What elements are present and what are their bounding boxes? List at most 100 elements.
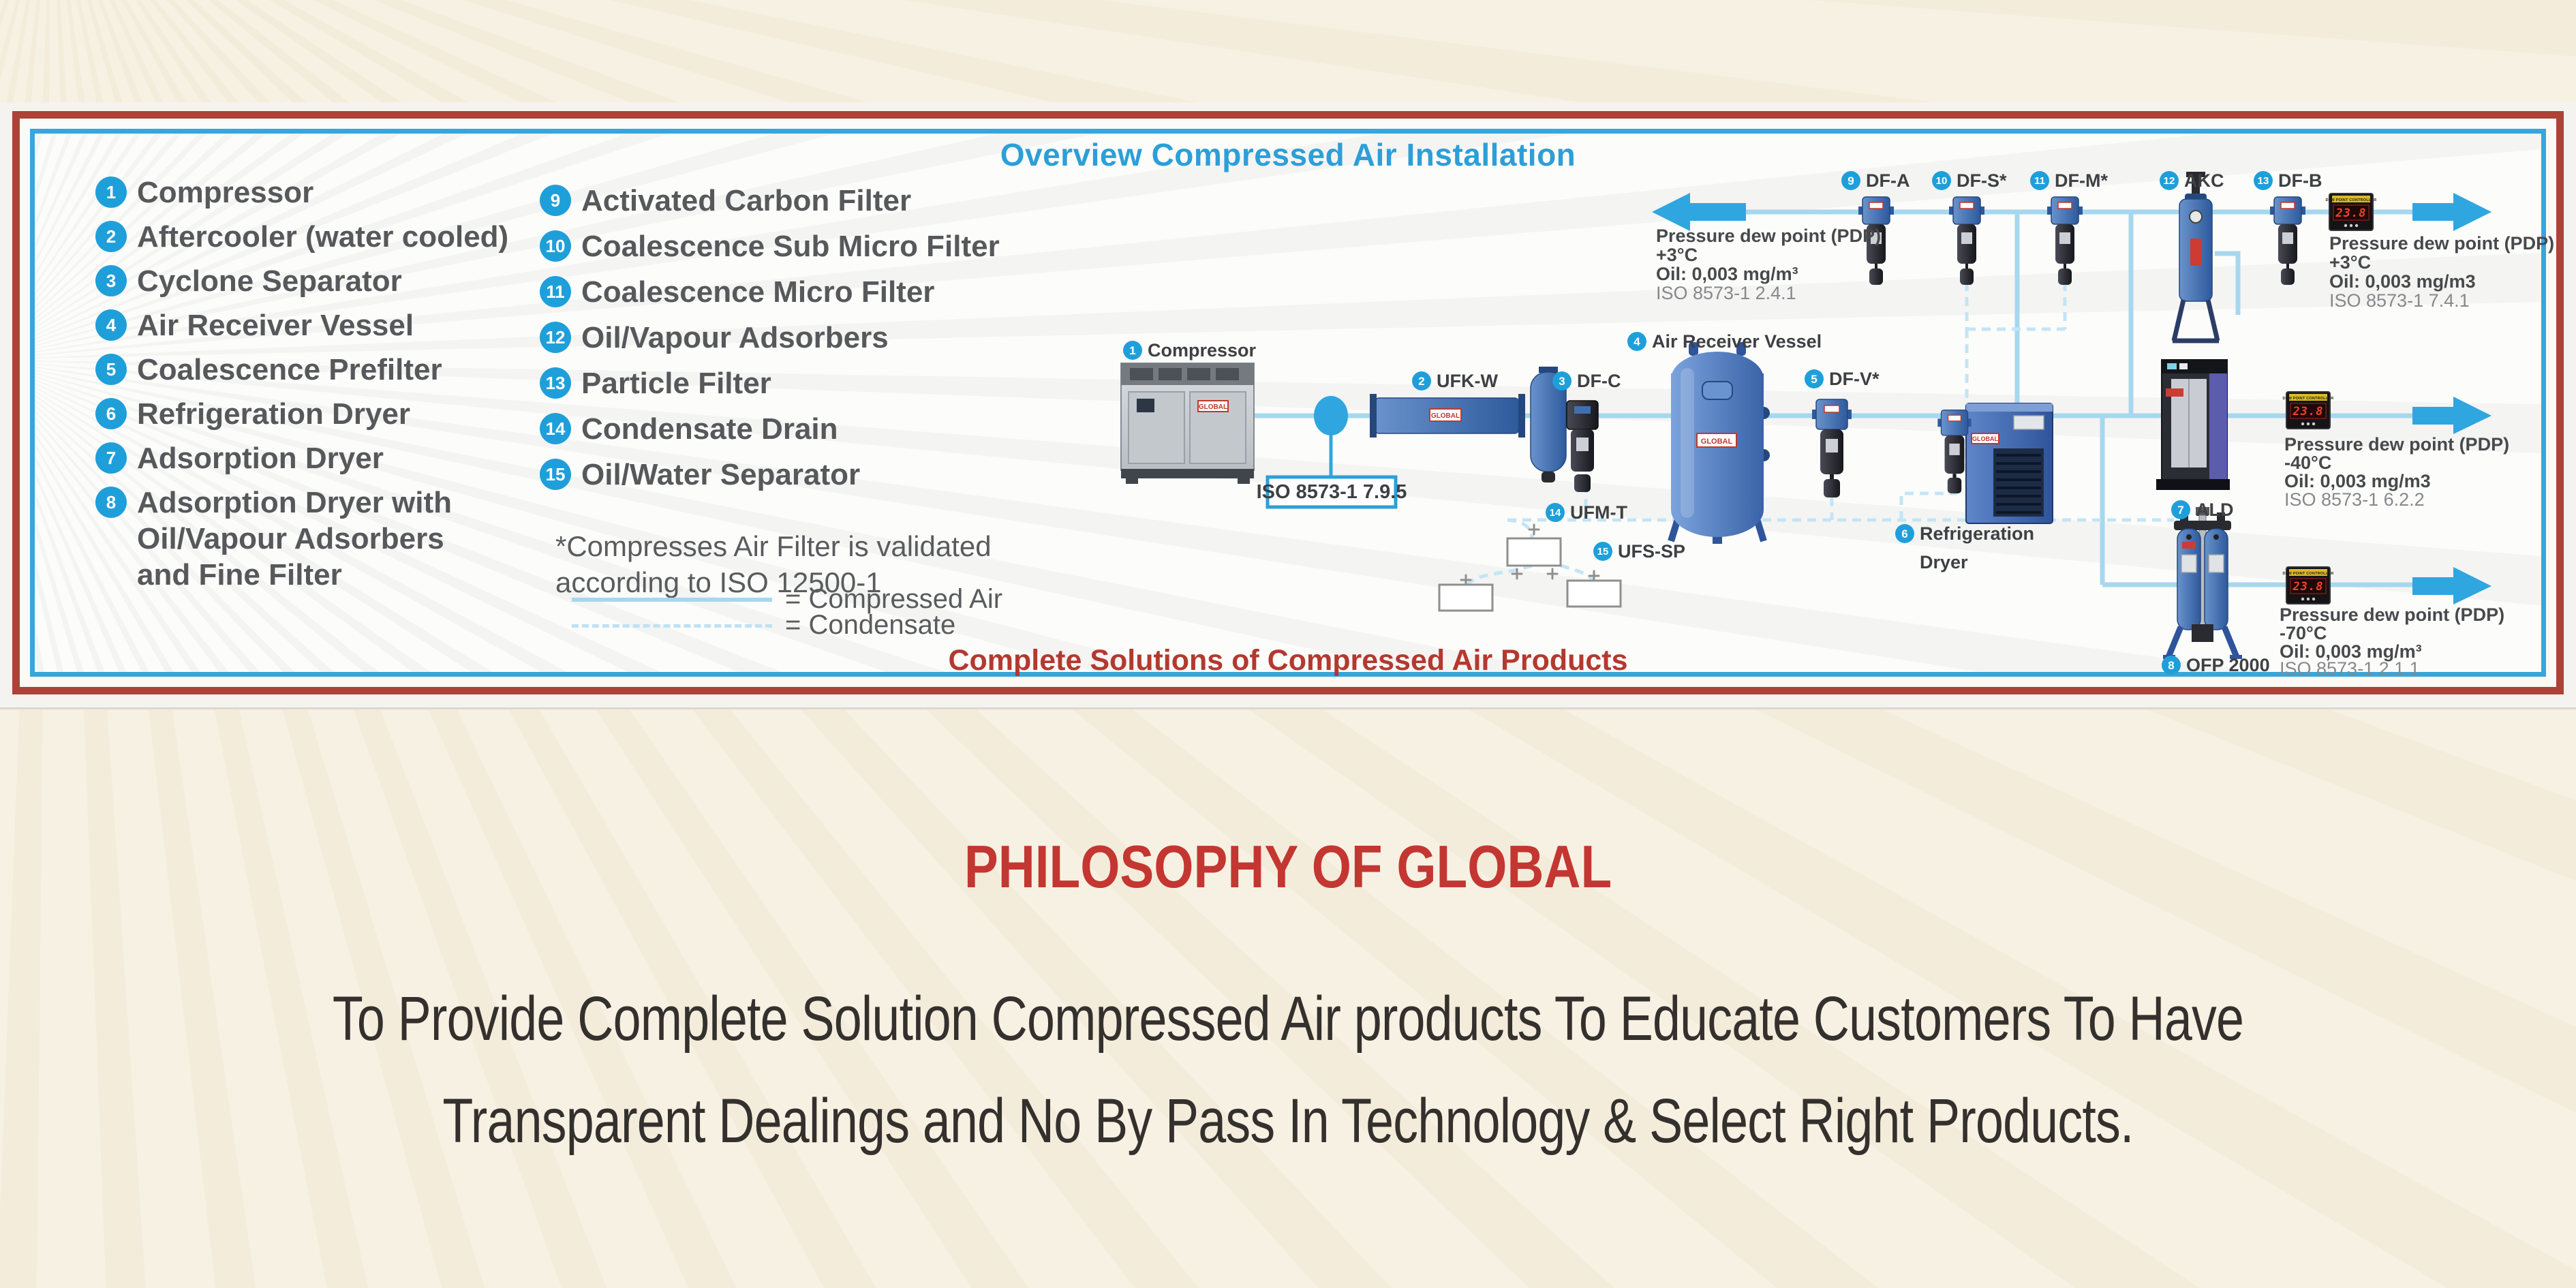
legend-item-label: Coalescence Sub Micro Filter [581,230,1000,263]
controller-title: DEW POINT CONTROLLER [2326,198,2377,202]
legend-number-badge: 1 [95,177,127,208]
legend-item-label: Aftercooler (water cooled) [137,220,509,254]
legend-item-label: Adsorption Dryer with Oil/Vapour Adsorbe… [137,486,453,592]
equipment-name: UFK-W [1437,371,1498,391]
dew-point-controller-top: DEW POINT CONTROLLER 23.8 [2326,193,2377,231]
pdp-line: -70°C [2280,623,2327,643]
controller-readout: 23.8 [2293,405,2324,418]
legend-number-badge: 7 [95,442,127,474]
aftercooler-ufkw: GLOBAL [1370,367,1567,482]
flow-diagram: ISO 8573-1 7.9.5 GLOBAL GLOBAL [1120,170,2554,679]
flow-arrow-left-icon [1652,193,1746,231]
legend-number-badge: 14 [540,413,571,444]
legend-number-badge: 11 [540,276,571,307]
equipment-name: Dryer [1920,552,1968,572]
legend-item-label: Activated Carbon Filter [581,184,912,217]
page-title: Overview Compressed Air Installation [1000,137,1576,172]
ufmt-box [1506,537,1562,567]
legend-number-badge: 3 [95,265,127,296]
refrigeration-dryer-unit: GLOBAL [1965,403,2053,524]
pdp-line: Oil: 0,003 mg/m3 [2329,271,2476,292]
label-akc: 12 AKC [2160,170,2224,191]
controller-readout: 23.8 [2335,206,2367,220]
label-ufkw: 2 UFK-W [1412,371,1498,391]
condensate-key-label: = Condensate [785,610,956,640]
badge-number: 12 [2164,175,2175,187]
twin-tower-dryer-ofp2000 [2163,507,2242,659]
badge-number: 14 [1550,507,1561,519]
drain-valve-icon [1511,568,1523,580]
legend-item-label: Cyclone Separator [137,264,402,298]
iso-tag: ISO 8573-1 7.9.5 [1257,475,1407,509]
label-ofp: 8 OFP 2000 [2162,655,2270,675]
legend-number-badge: 15 [540,459,571,490]
legend-item-8: 8 Adsorption Dryer with Oil/Vapour Adsor… [95,485,452,593]
pdp-line: +3°C [1656,245,1698,265]
drain-valve-icon [1588,570,1600,582]
legend-item-label: Refrigeration Dryer [137,397,411,431]
filter-dfs [1948,196,1985,286]
pdp-spec-top-left: Pressure dew point (PDP) +3°C Oil: 0,003… [1656,226,1881,303]
legend-item-label: Adsorption Dryer [137,442,384,475]
label-vessel: 4 Air Receiver Vessel [1627,331,1822,352]
legend-item-5: 5 Coalescence Prefilter [95,352,442,388]
legend-number-badge: 12 [540,322,571,353]
air-receiver-vessel: GLOBAL [1668,342,1770,544]
badge-number: 9 [1847,174,1854,187]
legend-item-15: 15 Oil/Water Separator [540,457,860,493]
band-divider-line [0,707,2576,709]
philosophy-heading: PHILOSOPHY OF GLOBAL [964,833,1612,900]
badge-number: 2 [1418,375,1424,388]
label-ald: 7 ALD [2171,500,2234,520]
compressed-air-key-line [572,598,772,602]
label-dfb: 13 DF-B [2254,170,2322,191]
compressed-air-key-label: = Compressed Air [785,584,1003,614]
equipment-name: OFP 2000 [2186,655,2270,675]
badge-number: 5 [1811,373,1817,386]
pdp-line: ISO 8573-1 7.4.1 [2329,290,2470,311]
adsorption-dryer-ald [2156,359,2230,490]
legend-item-13: 13 Particle Filter [540,365,771,401]
controller-title: DEW POINT CONTROLLER [2283,572,2334,576]
condensate-segment [1507,518,1534,539]
drain-valve-icon [1528,523,1540,536]
activated-carbon-column-akc [2171,172,2220,343]
dew-point-controller-bottom: DEW POINT CONTROLLER 23.8 [2283,566,2334,604]
panel-footer-slogan: Complete Solutions of Compressed Air Pro… [948,644,1628,677]
legend-item-label: Air Receiver Vessel [137,309,414,342]
equipment-name: Air Receiver Vessel [1652,331,1822,352]
flow-arrow-right-mid-icon [2412,397,2491,434]
legend-number-badge: 6 [95,398,127,429]
legend-item-label: Oil/Water Separator [581,458,861,491]
legend-item-6: 6 Refrigeration Dryer [95,396,410,432]
pdp-line: ISO 8573-1 2.1.1 [2280,658,2420,679]
badge-number: 15 [1597,546,1609,557]
equipment-name: DF-M* [2055,170,2108,191]
pdp-line: -40°C [2284,453,2331,473]
pdp-spec-mid-right: Pressure dew point (PDP) -40°C Oil: 0,00… [2284,434,2509,510]
controller-readout: 23.8 [2293,580,2324,594]
pdp-line: ISO 8573-1 6.2.2 [2284,489,2425,510]
badge-number: 10 [1936,175,1948,187]
pdp-line: +3°C [2329,252,2371,273]
legend-footnote: *Compresses Air Filter is validated acco… [555,530,992,598]
equipment-name: DF-C [1577,371,1621,391]
legend-item-label: Compressor [137,176,314,209]
legend-item-12: 12 Oil/Vapour Adsorbers [540,320,889,356]
dew-point-controller-mid: DEW POINT CONTROLLER 23.8 [2283,391,2333,429]
pdp-line: Oil: 0,003 mg/m³ [2280,641,2422,662]
brand-chip: GLOBAL [1431,412,1460,420]
pdp-line: Pressure dew point (PDP) [2280,604,2504,625]
label-ufmt: 14 UFM-T [1546,502,1627,523]
pdp-line: Oil: 0,003 mg/m³ [1656,264,1798,284]
legend-item-7: 7 Adsorption Dryer [95,440,384,476]
badge-number: 11 [2034,175,2045,187]
philosophy-paragraph: To Provide Complete Solution Compressed … [332,984,2244,1156]
brand-chip: GLOBAL [1701,438,1733,446]
badge-number: 3 [1559,375,1565,388]
pdp-spec-top-right: Pressure dew point (PDP) +3°C Oil: 0,003… [2329,233,2554,311]
equipment-name: DF-V* [1829,369,1880,389]
drain-valve-icon [1546,568,1559,580]
legend-number-badge: 5 [95,354,127,385]
legend-item-10: 10 Coalescence Sub Micro Filter [540,228,1000,264]
